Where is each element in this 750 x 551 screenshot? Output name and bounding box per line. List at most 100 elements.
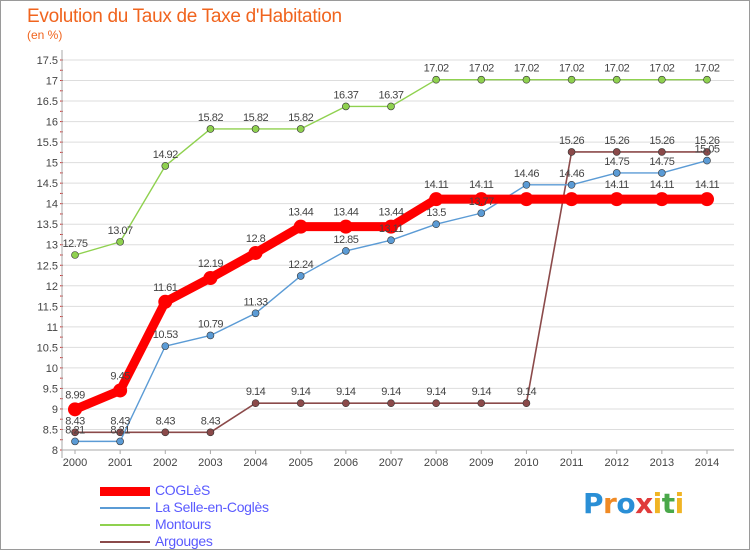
data-point — [296, 272, 305, 280]
data-point — [71, 437, 79, 446]
y-tick-label: 9 — [52, 404, 58, 416]
data-point — [612, 75, 621, 84]
data-point — [387, 236, 395, 245]
data-label: 8.21 — [110, 424, 130, 436]
y-tick-label: 16.5 — [37, 96, 58, 108]
data-label: 17.02 — [514, 63, 539, 75]
logo-letter: P — [583, 487, 604, 520]
data-point — [338, 219, 353, 234]
data-point — [68, 402, 82, 417]
series-1 — [71, 156, 711, 446]
data-point — [71, 251, 79, 259]
data-label: 9.14 — [246, 386, 266, 398]
data-point — [293, 219, 308, 234]
legend-label: La Selle-en-Coglès — [155, 499, 269, 515]
x-tick-label: 2011 — [560, 457, 584, 469]
x-tick-label: 2007 — [379, 457, 403, 469]
proxiti-logo: Proxiti — [583, 487, 684, 520]
legend-swatch — [100, 524, 150, 526]
data-label: 13.44 — [333, 207, 358, 219]
data-label: 17.02 — [469, 63, 494, 75]
data-point — [116, 428, 124, 437]
y-tick-label: 15 — [46, 158, 58, 170]
data-point — [116, 238, 124, 246]
data-label: 13.44 — [288, 207, 313, 219]
data-label: 8.21 — [65, 424, 85, 436]
data-label: 9.14 — [472, 386, 492, 398]
x-tick-label: 2012 — [604, 457, 628, 469]
data-label: 13.5 — [426, 207, 446, 219]
data-label: 8.43 — [156, 415, 176, 427]
data-point — [522, 75, 531, 84]
data-label: 15.26 — [694, 135, 719, 147]
data-label: 17.02 — [424, 63, 449, 75]
data-label: 14.75 — [604, 156, 629, 168]
y-tick-label: 8.5 — [43, 424, 58, 436]
data-label: 17.02 — [604, 63, 629, 75]
series-0 — [68, 192, 714, 417]
y-tick-label: 13 — [46, 240, 58, 252]
data-label: 8.99 — [65, 389, 85, 401]
data-label: 13.07 — [108, 225, 133, 237]
y-tick-label: 12 — [46, 281, 58, 293]
data-point — [703, 75, 711, 84]
x-tick-label: 2005 — [288, 457, 312, 469]
data-point — [658, 148, 666, 156]
data-point — [296, 399, 305, 408]
x-tick-label: 2014 — [695, 457, 719, 469]
data-point — [206, 125, 215, 133]
data-label: 9.45 — [110, 370, 130, 382]
data-point — [564, 192, 579, 207]
data-point — [703, 156, 711, 165]
y-tick-label: 11.5 — [37, 301, 58, 313]
data-point — [522, 399, 531, 408]
data-point — [387, 102, 395, 111]
data-label: 14.92 — [153, 149, 178, 161]
x-tick-label: 2003 — [198, 457, 222, 469]
y-tick-label: 12.5 — [37, 260, 58, 272]
data-point — [248, 245, 263, 260]
data-point — [161, 342, 170, 350]
data-point — [206, 331, 215, 340]
data-point — [609, 192, 624, 207]
y-tick-label: 8 — [52, 445, 58, 457]
y-tick-label: 11 — [47, 322, 58, 334]
data-point — [477, 209, 486, 217]
data-label: 8.43 — [110, 415, 130, 427]
data-label: 15.26 — [559, 135, 584, 147]
legend-swatch — [100, 486, 150, 496]
data-label: 12.75 — [62, 238, 87, 250]
x-tick-label: 2004 — [243, 457, 267, 469]
data-point — [432, 75, 440, 84]
x-tick-label: 2010 — [514, 457, 538, 469]
data-label: 15.05 — [694, 144, 719, 156]
data-point — [161, 428, 170, 437]
x-tick-label: 2008 — [424, 457, 448, 469]
data-label: 14.11 — [424, 179, 449, 191]
data-point — [251, 309, 260, 318]
line-chart: 8 8.5 9 9.5 10 10.5 11 11.5 12 12.5 13 13.5 14 14.5 15… — [37, 50, 734, 469]
data-point — [296, 125, 305, 133]
data-label: 9.14 — [291, 386, 311, 398]
data-label: 16.37 — [333, 89, 358, 101]
data-label: 15.26 — [604, 135, 629, 147]
data-label: 11.61 — [153, 282, 178, 294]
x-tick-label: 2002 — [153, 457, 177, 469]
y-tick-label: 10.5 — [37, 342, 58, 354]
y-tick-label: 14 — [46, 199, 58, 211]
legend-label: Montours — [155, 516, 211, 532]
data-point — [206, 428, 215, 437]
data-point — [384, 219, 398, 234]
logo-letter: t — [661, 487, 675, 520]
data-point — [567, 148, 576, 156]
data-label: 13.11 — [379, 223, 404, 235]
y-tick-label: 17 — [46, 76, 58, 88]
data-label: 14.11 — [650, 179, 675, 191]
logo-letter: r — [603, 487, 617, 520]
x-tick-label: 2013 — [650, 457, 674, 469]
data-point — [567, 75, 576, 84]
data-label: 17.02 — [694, 63, 719, 75]
data-label: 12.24 — [288, 259, 313, 271]
data-point — [567, 181, 576, 189]
y-tick-label: 13.5 — [37, 219, 58, 231]
